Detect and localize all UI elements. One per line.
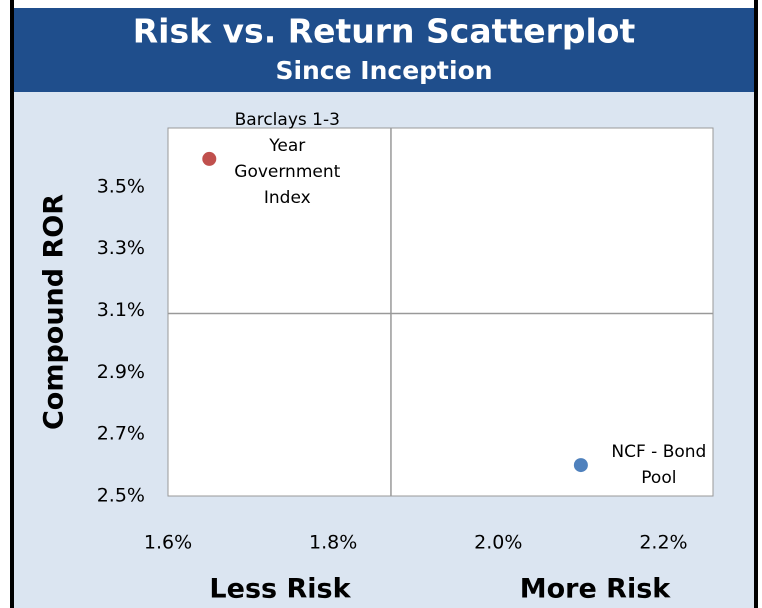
- point: [202, 151, 217, 166]
- y-axis-label: Compound ROR: [39, 194, 70, 430]
- point-label: NCF - Bond Pool: [611, 442, 707, 489]
- y-tick-label: 3.3%: [97, 237, 145, 259]
- x-tick-label: 2.2%: [639, 532, 687, 554]
- x-tick-label: 1.6%: [144, 532, 192, 554]
- x-tick-label: 1.8%: [309, 532, 357, 554]
- border-right: [754, 0, 758, 608]
- chart-title: Risk vs. Return Scatterplot: [133, 12, 636, 51]
- title-band: [14, 8, 754, 92]
- y-tick-label: 3.5%: [97, 175, 145, 197]
- x-tick-label: 2.0%: [474, 532, 522, 554]
- x-annotation: Less Risk: [209, 574, 351, 605]
- chart-subtitle: Since Inception: [275, 56, 492, 85]
- y-tick-label: 2.9%: [97, 361, 145, 383]
- y-tick-label: 2.5%: [97, 485, 145, 507]
- x-annotation: More Risk: [520, 574, 672, 605]
- point: [573, 458, 588, 473]
- y-tick-label: 3.1%: [97, 299, 145, 321]
- point-label: Barclays 1-3 Year Government Index: [234, 109, 341, 208]
- plot-area: [167, 127, 714, 497]
- border-left: [10, 0, 14, 608]
- y-tick-label: 2.7%: [97, 423, 145, 445]
